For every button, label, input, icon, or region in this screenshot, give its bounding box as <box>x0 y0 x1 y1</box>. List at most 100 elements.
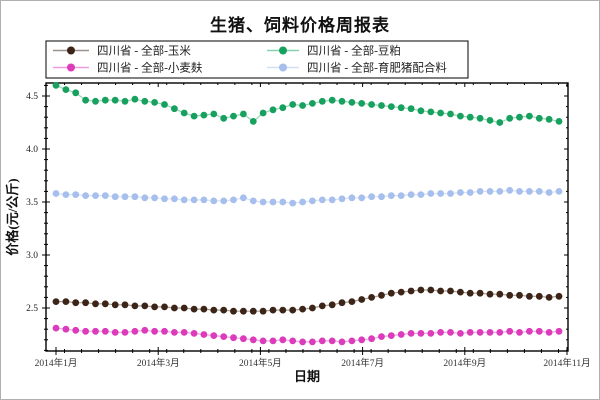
data-point-soybean-meal <box>190 112 198 120</box>
data-point-soybean-meal <box>151 99 159 106</box>
data-point-wheat-bran <box>151 327 159 335</box>
data-point-wheat-bran <box>516 329 523 336</box>
y-axis-tick-labels: 2.5 3.0 3.5 4.0 4.5 <box>26 92 38 314</box>
data-point-pig-feed <box>526 188 533 195</box>
data-point-pig-feed <box>447 190 454 197</box>
data-point-wheat-bran <box>200 331 208 338</box>
data-point-soybean-meal <box>121 97 129 105</box>
legend-label-wheat-bran: 四川省 - 全部-小麦麸 <box>97 61 203 75</box>
chart-title: 生猪、饲料价格周报表 <box>210 16 390 35</box>
series-line-pig-feed <box>55 189 560 204</box>
data-point-soybean-meal <box>387 103 395 110</box>
data-point-soybean-meal <box>210 110 218 118</box>
data-point-soybean-meal <box>249 118 257 125</box>
data-point-wheat-bran <box>309 338 316 346</box>
data-point-soybean-meal <box>378 102 385 109</box>
data-point-corn <box>358 296 366 303</box>
y-axis-ticks <box>42 84 568 351</box>
data-point-pig-feed <box>220 197 228 205</box>
data-point-pig-feed <box>358 194 366 202</box>
data-point-wheat-bran <box>378 333 385 340</box>
data-point-pig-feed <box>269 198 277 206</box>
data-point-wheat-bran <box>476 329 484 336</box>
data-point-wheat-bran <box>131 327 139 335</box>
data-point-wheat-bran <box>427 330 435 337</box>
data-point-wheat-bran <box>545 329 553 336</box>
data-point-corn <box>171 304 178 312</box>
data-point-wheat-bran <box>121 329 129 336</box>
data-point-corn <box>111 301 119 309</box>
data-point-pig-feed <box>240 194 247 202</box>
legend-label-soybean-meal: 四川省 - 全部-豆粕 <box>307 44 401 58</box>
x-tick-label: 2014年1月 <box>35 357 78 369</box>
data-point-pig-feed <box>466 189 474 196</box>
data-point-pig-feed <box>427 190 435 197</box>
data-point-corn <box>526 292 533 300</box>
data-point-pig-feed <box>486 188 494 195</box>
data-point-soybean-meal <box>417 107 425 115</box>
series-corn <box>52 286 563 315</box>
data-point-pig-feed <box>387 192 395 200</box>
data-point-soybean-meal <box>279 104 287 112</box>
x-tick-label: 2014年5月 <box>239 357 282 369</box>
data-point-soybean-meal <box>171 105 178 113</box>
data-point-corn <box>535 292 543 300</box>
data-point-pig-feed <box>279 198 287 206</box>
data-point-corn <box>368 294 375 301</box>
legend-marker-pig-feed <box>279 63 287 72</box>
data-point-wheat-bran <box>358 336 366 344</box>
data-point-soybean-meal <box>506 114 514 122</box>
data-point-wheat-bran <box>82 327 89 335</box>
data-point-pig-feed <box>92 192 99 200</box>
data-point-corn <box>417 286 425 294</box>
data-point-corn <box>72 299 80 307</box>
data-point-pig-feed <box>535 188 543 195</box>
data-point-wheat-bran <box>338 338 346 346</box>
data-point-pig-feed <box>368 193 375 201</box>
data-point-corn <box>318 302 326 310</box>
data-point-corn <box>555 292 563 300</box>
data-point-wheat-bran <box>190 330 198 337</box>
series-line-soybean-meal <box>55 84 560 124</box>
data-point-soybean-meal <box>230 112 237 120</box>
data-point-soybean-meal <box>200 111 208 119</box>
data-point-wheat-bran <box>526 327 533 335</box>
series-pig-feed <box>52 186 563 207</box>
data-point-corn <box>230 307 237 315</box>
data-point-soybean-meal <box>457 112 464 120</box>
data-point-pig-feed <box>249 197 257 205</box>
legend-marker-soybean-meal <box>279 46 287 55</box>
data-point-wheat-bran <box>220 333 228 340</box>
data-point-wheat-bran <box>348 337 356 345</box>
data-point-pig-feed <box>72 191 80 199</box>
data-point-corn <box>309 304 316 312</box>
data-point-pig-feed <box>397 192 405 200</box>
data-point-soybean-meal <box>72 89 80 97</box>
data-point-wheat-bran <box>437 329 444 336</box>
data-point-wheat-bran <box>466 329 474 336</box>
data-point-soybean-meal <box>407 105 415 113</box>
data-point-soybean-meal <box>427 108 435 116</box>
data-point-pig-feed <box>299 198 306 206</box>
data-point-corn <box>437 287 444 295</box>
data-point-wheat-bran <box>555 327 563 335</box>
data-point-wheat-bran <box>259 337 267 345</box>
data-point-soybean-meal <box>397 104 405 112</box>
y-tick-label: 3.5 <box>26 198 38 208</box>
data-point-wheat-bran <box>171 329 178 336</box>
data-point-pig-feed <box>437 190 444 197</box>
data-point-soybean-meal <box>289 101 297 108</box>
data-point-pig-feed <box>318 196 326 204</box>
data-point-corn <box>259 307 267 315</box>
data-point-corn <box>545 294 553 301</box>
data-point-soybean-meal <box>92 97 99 105</box>
data-point-pig-feed <box>457 189 464 196</box>
data-point-soybean-meal <box>141 97 149 105</box>
data-point-pig-feed <box>378 193 385 201</box>
data-point-pig-feed <box>516 188 523 195</box>
data-point-soybean-meal <box>161 101 168 108</box>
x-tick-label: 2014年11月 <box>543 357 590 369</box>
data-point-pig-feed <box>82 192 89 200</box>
axes <box>42 83 568 355</box>
legend-item-pig-feed: 四川省 - 全部-育肥猪配合料 <box>267 61 447 75</box>
